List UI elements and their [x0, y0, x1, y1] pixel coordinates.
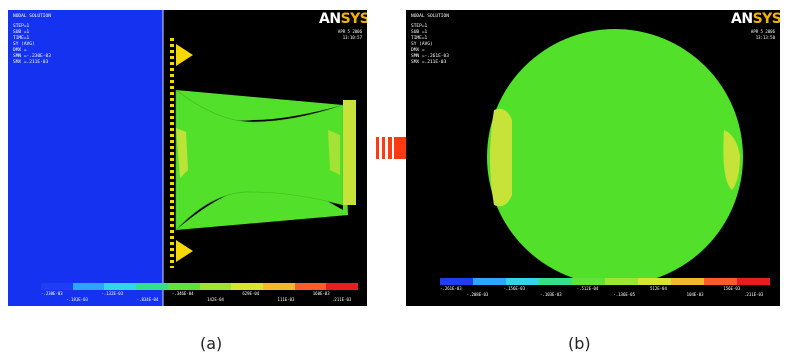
support-triangle-top: [176, 44, 193, 66]
time-text: 13:13:50: [755, 35, 775, 40]
colorbar-segment: [41, 283, 73, 290]
colorbar-tick-label: 111E-03: [277, 297, 295, 302]
info-line: SUB =1: [411, 30, 428, 35]
colorbar-labels-b: -.261E-03 -.208E-03 -.156E-03 -.103E-03 -.51…: [440, 286, 770, 300]
specimen-cross-section: [487, 29, 743, 285]
colorbar-tick-label: 512E-04: [650, 286, 667, 291]
colorbar-segment: [199, 283, 232, 290]
info-line: STEP=1: [411, 24, 428, 29]
colorbar-labels-a: -.230E-03 -.181E-03 -.132E-03 -.834E-04 -.34…: [41, 291, 358, 303]
colorbar-segment: [506, 278, 539, 285]
colorbar-tick-label: .211E-03: [744, 292, 764, 297]
colorbar-tick-label: -.261E-03: [440, 286, 462, 291]
support-triangle-bottom: [176, 240, 193, 262]
date-block-b: APR 5 2006 13:13:50: [751, 29, 775, 41]
colorbar-tick-label: -.208E-03: [466, 292, 489, 297]
colorbar-tick-label: -.512E-04: [576, 286, 599, 291]
ansys-logo-a: ANSYS: [319, 11, 367, 27]
colorbar-segment: [72, 283, 105, 290]
caption-a: (a): [200, 334, 223, 353]
colorbar-tick-label: -.346E-04: [171, 291, 194, 296]
info-line: DMX =: [13, 48, 27, 53]
wall-region: [8, 10, 163, 306]
colorbar-segment: [262, 283, 295, 290]
colorbar-segment: [605, 278, 638, 285]
info-line: STEP=1: [13, 24, 30, 29]
edge-zone-right: [723, 130, 740, 190]
colorbar-tick-label: 160E-03: [312, 291, 330, 296]
colorbar-segment: [671, 278, 704, 285]
info-line: SUB =1: [13, 30, 30, 35]
colorbar-segment: [473, 278, 506, 285]
colorbar-tick-label: -.103E-03: [540, 292, 562, 297]
colorbar-segment: [231, 283, 263, 290]
info-block-b: STEP=1 SUB =1 TIME=1 SY (AVG) DMX = SMN …: [411, 24, 449, 66]
result-title-a: NODAL SOLUTION: [13, 14, 51, 19]
info-line: SY (AVG): [13, 42, 35, 47]
colorbar-tick-label: 629E-04: [242, 291, 260, 296]
colorbar-segment: [638, 278, 671, 285]
viewport-a[interactable]: NODAL SOLUTION STEP=1 SUB =1 TIME=1 SY (…: [8, 10, 367, 306]
edge-zone-left: [490, 108, 512, 207]
colorbar-segment: [294, 283, 327, 290]
info-line: SMN =-.261E-03: [411, 54, 449, 59]
colorbar-a: [41, 283, 359, 290]
colorbar-tick-label: -.156E-03: [503, 286, 526, 291]
info-line: SMN =-.230E-03: [13, 54, 51, 59]
date-block-a: APR 5 2006 13:10:57: [338, 29, 362, 41]
viewport-b[interactable]: NODAL SOLUTION STEP=1 SUB =1 TIME=1 SY (…: [406, 10, 780, 306]
caption-b: (b): [568, 334, 591, 353]
model-view-a: [8, 10, 356, 306]
colorbar-segment: [572, 278, 605, 285]
colorbar-segment: [737, 278, 770, 285]
time-text: 13:10:57: [342, 35, 362, 40]
ansys-logo-b: ANSYS: [731, 11, 780, 27]
specimen-end-cap: [343, 100, 356, 205]
colorbar-tick-label: -.181E-03: [66, 297, 88, 302]
colorbar-tick-label: 104E-03: [686, 292, 704, 297]
colorbar-tick-label: -.132E-03: [101, 291, 124, 296]
info-line: DMX =: [411, 48, 425, 53]
date-text: APR 5 2006: [750, 29, 775, 34]
date-text: APR 5 2006: [337, 29, 362, 34]
info-line: SY (AVG): [411, 42, 433, 47]
colorbar-segment: [704, 278, 737, 285]
info-line: SMX =.211E-03: [13, 60, 49, 65]
info-block-a: STEP=1 SUB =1 TIME=1 SY (AVG) DMX = SMN …: [13, 24, 51, 66]
info-line: TIME=1: [411, 36, 428, 41]
info-line: TIME=1: [13, 36, 30, 41]
colorbar-segment: [167, 283, 200, 290]
colorbar-tick-label: 142E-04: [207, 297, 224, 302]
info-line: SMX =.211E-03: [411, 60, 447, 65]
colorbar-segment: [136, 283, 168, 290]
colorbar-tick-label: -.136E-05: [613, 292, 636, 297]
model-view-b: [487, 29, 743, 285]
colorbar-tick-label: -.230E-03: [41, 291, 63, 296]
colorbar-segment: [104, 283, 137, 290]
colorbar-segment: [326, 283, 359, 290]
result-title-b: NODAL SOLUTION: [411, 14, 449, 19]
colorbar-tick-label: 156E-03: [723, 286, 741, 291]
colorbar-tick-label: .211E-03: [332, 297, 352, 302]
colorbar-segment: [440, 278, 473, 285]
colorbar-b: [440, 278, 770, 285]
colorbar-tick-label: -.834E-04: [136, 297, 159, 302]
colorbar-segment: [539, 278, 572, 285]
